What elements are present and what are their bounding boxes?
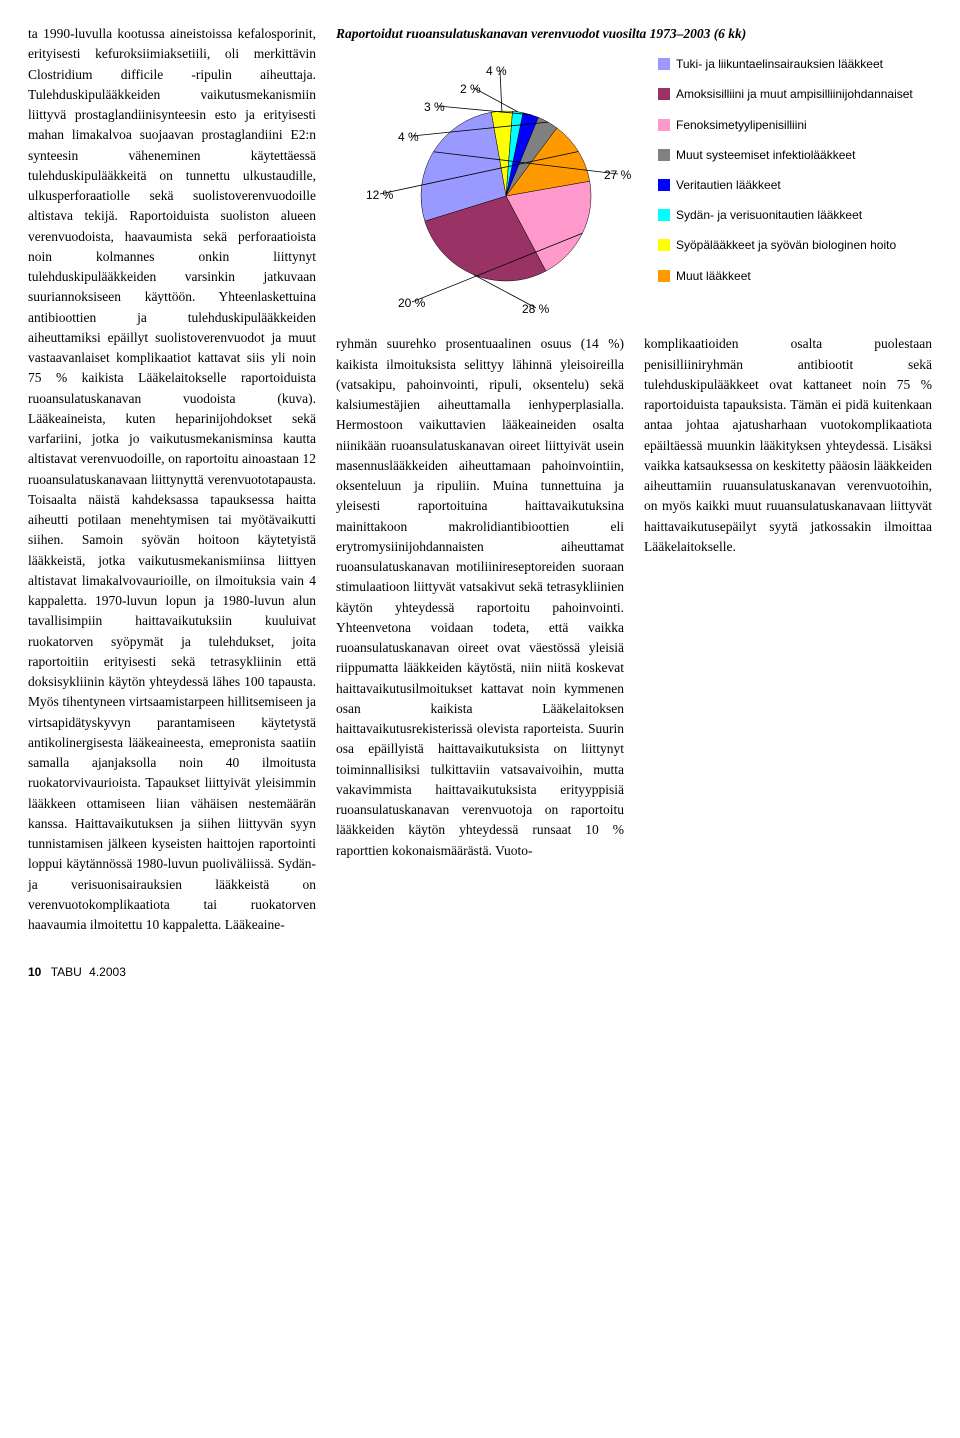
body-text: ryhmän suurehko prosentuaalinen osuus (1… bbox=[336, 334, 624, 861]
pie-label: 4 % bbox=[398, 128, 419, 146]
body-text: ta 1990-luvulla kootussa aineistoissa ke… bbox=[28, 24, 316, 935]
pie-label: 27 % bbox=[604, 166, 631, 184]
pie-label: 12 % bbox=[366, 186, 393, 204]
page-footer: 10 TABU 4.2003 bbox=[28, 963, 932, 981]
legend-label: Fenoksimetyylipenisilliini bbox=[676, 117, 807, 133]
legend-item: Syöpälääkkeet ja syövän biologinen hoito bbox=[658, 237, 913, 253]
body-text: komplikaatioiden osalta puolestaan penis… bbox=[644, 334, 932, 557]
legend-swatch bbox=[658, 119, 670, 131]
legend-swatch bbox=[658, 58, 670, 70]
pie-label: 4 % bbox=[486, 62, 507, 80]
legend-label: Muut systeemiset infektiolääkkeet bbox=[676, 147, 855, 163]
legend-label: Sydän- ja verisuonitautien lääkkeet bbox=[676, 207, 862, 223]
legend-swatch bbox=[658, 149, 670, 161]
left-column: ta 1990-luvulla kootussa aineistoissa ke… bbox=[28, 24, 316, 935]
chart-title: Raportoidut ruoansulatuskanavan verenvuo… bbox=[336, 24, 932, 44]
right-column: komplikaatioiden osalta puolestaan penis… bbox=[644, 334, 932, 861]
legend-item: Tuki- ja liikuntaelinsairauksien lääkkee… bbox=[658, 56, 913, 72]
pie-label: 2 % bbox=[460, 80, 481, 98]
legend-label: Veritautien lääkkeet bbox=[676, 177, 781, 193]
legend-item: Fenoksimetyylipenisilliini bbox=[658, 117, 913, 133]
legend-item: Amoksisilliini ja muut ampisilliinijohda… bbox=[658, 86, 913, 102]
legend-label: Syöpälääkkeet ja syövän biologinen hoito bbox=[676, 237, 896, 253]
pie-chart: 4 % 2 % 3 % 4 % 12 % 20 % 28 % 27 % bbox=[336, 56, 636, 316]
legend-label: Tuki- ja liikuntaelinsairauksien lääkkee… bbox=[676, 56, 883, 72]
leader-line bbox=[438, 106, 531, 115]
legend-label: Amoksisilliini ja muut ampisilliinijohda… bbox=[676, 86, 913, 102]
legend-item: Muut lääkkeet bbox=[658, 268, 913, 284]
issue-number: 4.2003 bbox=[89, 965, 126, 979]
legend-label: Muut lääkkeet bbox=[676, 268, 751, 284]
middle-column: ryhmän suurehko prosentuaalinen osuus (1… bbox=[336, 334, 624, 861]
pie-label: 3 % bbox=[424, 98, 445, 116]
legend-swatch bbox=[658, 270, 670, 282]
pie-label: 28 % bbox=[522, 300, 549, 318]
legend-item: Muut systeemiset infektiolääkkeet bbox=[658, 147, 913, 163]
legend-swatch bbox=[658, 239, 670, 251]
page-number: 10 bbox=[28, 965, 41, 979]
publication-name: TABU bbox=[51, 965, 82, 979]
legend-item: Sydän- ja verisuonitautien lääkkeet bbox=[658, 207, 913, 223]
chart-legend: Tuki- ja liikuntaelinsairauksien lääkkee… bbox=[658, 56, 913, 298]
chart-block: Raportoidut ruoansulatuskanavan verenvuo… bbox=[336, 24, 932, 935]
pie-label: 20 % bbox=[398, 294, 425, 312]
legend-swatch bbox=[658, 88, 670, 100]
legend-swatch bbox=[658, 179, 670, 191]
legend-item: Veritautien lääkkeet bbox=[658, 177, 913, 193]
legend-swatch bbox=[658, 209, 670, 221]
